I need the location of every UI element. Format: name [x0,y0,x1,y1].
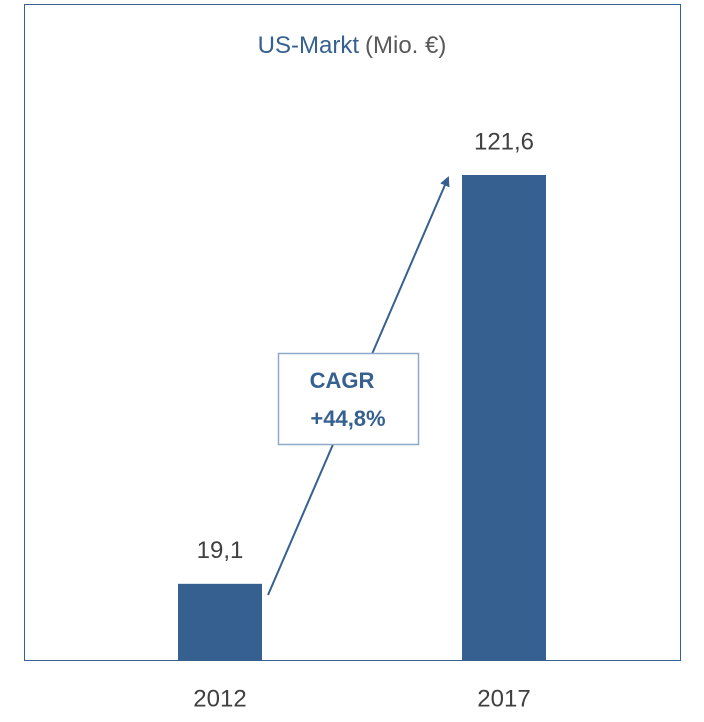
bar [178,583,262,660]
annotation-line: CAGR [310,368,375,393]
title-main: US-Markt [258,32,360,59]
title-unit: (Mio. €) [365,32,446,59]
x-tick-label: 2017 [477,685,530,712]
annotation-box [277,352,420,446]
plot-frame [24,4,681,661]
x-tick-label: 2012 [193,685,246,712]
value-label: 19,1 [197,537,244,564]
value-label: 121,6 [474,128,534,155]
chart-title: US-Markt (Mio. €) [258,32,447,59]
bar [462,175,546,660]
annotation-line: +44,8% [310,406,385,431]
